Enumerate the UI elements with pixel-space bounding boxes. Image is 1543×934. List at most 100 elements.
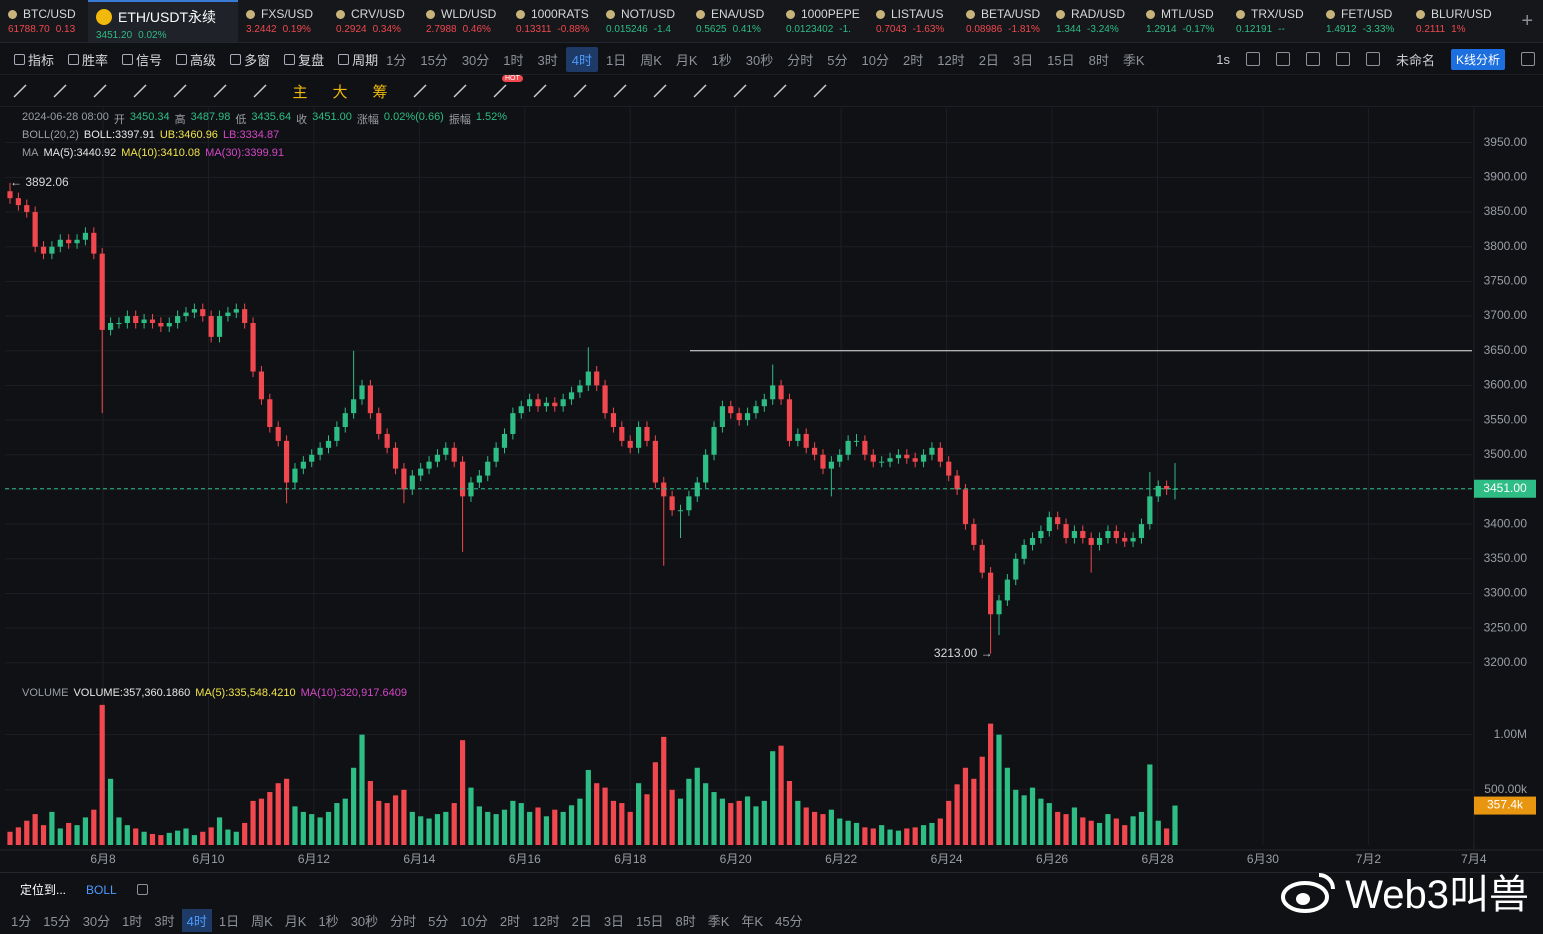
fullscreen-icon[interactable]	[1365, 52, 1380, 66]
locate-button[interactable]: 定位到...	[20, 883, 67, 897]
period-button[interactable]: 5分	[428, 914, 449, 929]
drawing-tool[interactable]	[440, 83, 480, 99]
ticker-item[interactable]: LISTA/US 0.7043 -1.63%	[868, 0, 958, 42]
ticker-item[interactable]: CRV/USD 0.2924 0.34%	[328, 0, 418, 42]
drawing-tool[interactable]	[240, 83, 280, 99]
drawing-tool[interactable]	[120, 83, 160, 99]
period-button[interactable]: 年K	[741, 914, 764, 929]
period-button[interactable]: 15日	[636, 914, 664, 929]
period-button[interactable]: 1时	[122, 914, 143, 929]
period-button[interactable]: 1秒	[711, 52, 732, 68]
drawing-tool[interactable]	[640, 83, 680, 99]
drawing-label[interactable]: 主	[292, 83, 308, 101]
period-button[interactable]: 周K	[251, 914, 273, 929]
period-button[interactable]: 12时	[532, 914, 560, 929]
pen-icon[interactable]	[1275, 52, 1290, 66]
period-button[interactable]: 10分	[861, 52, 889, 68]
drawing-tool[interactable]	[600, 83, 640, 99]
add-ticker-button[interactable]: +	[1521, 10, 1533, 32]
drawing-tool[interactable]	[0, 83, 40, 99]
ticker-item[interactable]: FET/USD 1.4912 -3.33%	[1318, 0, 1408, 42]
period-button[interactable]: 季K	[1122, 52, 1145, 68]
period-button[interactable]: 3日	[603, 914, 625, 929]
period-button[interactable]: 45分	[775, 914, 803, 929]
period-button[interactable]: 15分	[420, 52, 448, 68]
drawing-tool[interactable]	[520, 83, 560, 99]
layout-name[interactable]: 未命名	[1395, 52, 1435, 68]
drawing-tool[interactable]	[560, 83, 600, 99]
period-button[interactable]: 1日	[218, 914, 240, 929]
drawing-label[interactable]: 筹	[372, 83, 388, 101]
tool-button[interactable]: 高级	[176, 50, 216, 69]
drawing-tool[interactable]	[160, 83, 200, 99]
period-button[interactable]: 4时	[181, 909, 212, 932]
period-button[interactable]: 分时	[787, 52, 814, 68]
period-button[interactable]: 30秒	[350, 914, 379, 929]
period-button[interactable]: 1分	[386, 52, 407, 68]
tool-button[interactable]: 复盘	[284, 50, 324, 69]
period-button[interactable]: 4时	[565, 46, 598, 72]
period-button[interactable]: 1时	[503, 52, 524, 68]
drawing-tool[interactable]	[200, 83, 240, 99]
period-button[interactable]: 2时	[499, 914, 521, 929]
drawing-tool[interactable]	[400, 83, 440, 99]
period-button[interactable]: 30分	[461, 52, 490, 68]
share-icon[interactable]	[1521, 52, 1535, 66]
ticker-item[interactable]: BETA/USD 0.08986 -1.81%	[958, 0, 1048, 42]
drawing-label[interactable]: 大	[332, 83, 348, 101]
period-button[interactable]: 10分	[460, 914, 488, 929]
ticker-item[interactable]: RAD/USD 1.344 -3.24%	[1048, 0, 1138, 42]
period-button[interactable]: 3时	[154, 914, 175, 929]
tool-button[interactable]: 多窗	[230, 50, 270, 69]
drawing-tool[interactable]: HOT	[480, 75, 523, 99]
edit-icon[interactable]	[136, 884, 148, 895]
camera-icon[interactable]	[1245, 52, 1260, 66]
ticker-item[interactable]: BTC/USD 61788.70 0.13	[0, 0, 88, 42]
period-button[interactable]: 30秒	[745, 52, 774, 68]
ticker-item[interactable]: TRX/USD 0.12191 --	[1228, 0, 1318, 42]
ticker-item[interactable]: ENA/USD 0.5625 0.41%	[688, 0, 778, 42]
tool-button[interactable]: 胜率	[68, 50, 108, 69]
period-button[interactable]: 15分	[43, 914, 71, 929]
settings-icon[interactable]	[1335, 52, 1350, 66]
ticker-item[interactable]: 1000RATS 0.13311 -0.88%	[508, 0, 598, 42]
ticker-item[interactable]: WLD/USD 2.7988 0.46%	[418, 0, 508, 42]
analysis-button[interactable]: K线分析	[1450, 48, 1505, 70]
period-button[interactable]: 12时	[937, 52, 965, 68]
period-button[interactable]: 5分	[827, 52, 848, 68]
period-button[interactable]: 1秒	[318, 914, 339, 929]
period-button[interactable]: 3时	[537, 52, 558, 68]
ticker-item[interactable]: BLUR/USD 0.2111 1%	[1408, 0, 1498, 42]
tool-button[interactable]: 指标	[14, 50, 54, 69]
period-button[interactable]: 周K	[640, 52, 662, 68]
ticker-item[interactable]: FXS/USD 3.2442 0.19%	[238, 0, 328, 42]
tool-button[interactable]: 信号	[122, 50, 162, 69]
drawing-tool[interactable]	[720, 83, 760, 99]
period-button[interactable]: 15日	[1047, 52, 1075, 68]
period-button[interactable]: 3日	[1012, 52, 1034, 68]
period-button[interactable]: 2日	[978, 52, 999, 68]
drawing-tool[interactable]	[800, 83, 840, 99]
drawing-tool[interactable]	[80, 83, 120, 99]
ticker-item[interactable]: 1000PEPE 0.0123402 -1.	[778, 0, 868, 42]
indicator-tab[interactable]: BOLL	[86, 882, 117, 897]
tool-button[interactable]: 周期	[338, 50, 378, 69]
drawing-tool[interactable]	[760, 83, 800, 99]
window-icon[interactable]	[1305, 52, 1320, 66]
period-button[interactable]: 2时	[902, 52, 924, 68]
period-button[interactable]: 8时	[675, 914, 696, 929]
period-button[interactable]: 季K	[707, 914, 730, 929]
drawing-tool[interactable]	[40, 83, 80, 99]
period-button[interactable]: 分时	[390, 914, 417, 929]
period-button[interactable]: 1日	[605, 52, 627, 68]
ticker-item[interactable]: ETH/USDT永续 3451.20 0.02%	[88, 0, 238, 42]
period-button[interactable]: 1分	[11, 914, 32, 929]
ticker-item[interactable]: MTL/USD 1.2914 -0.17%	[1138, 0, 1228, 42]
ticker-item[interactable]: NOT/USD 0.015246 -1.4	[598, 0, 688, 42]
period-button[interactable]: 30分	[82, 914, 111, 929]
period-button[interactable]: 月K	[675, 52, 698, 68]
period-button[interactable]: 8时	[1088, 52, 1109, 68]
speed-label[interactable]: 1s	[1216, 51, 1230, 67]
period-button[interactable]: 月K	[284, 914, 307, 929]
period-button[interactable]: 2日	[571, 914, 592, 929]
